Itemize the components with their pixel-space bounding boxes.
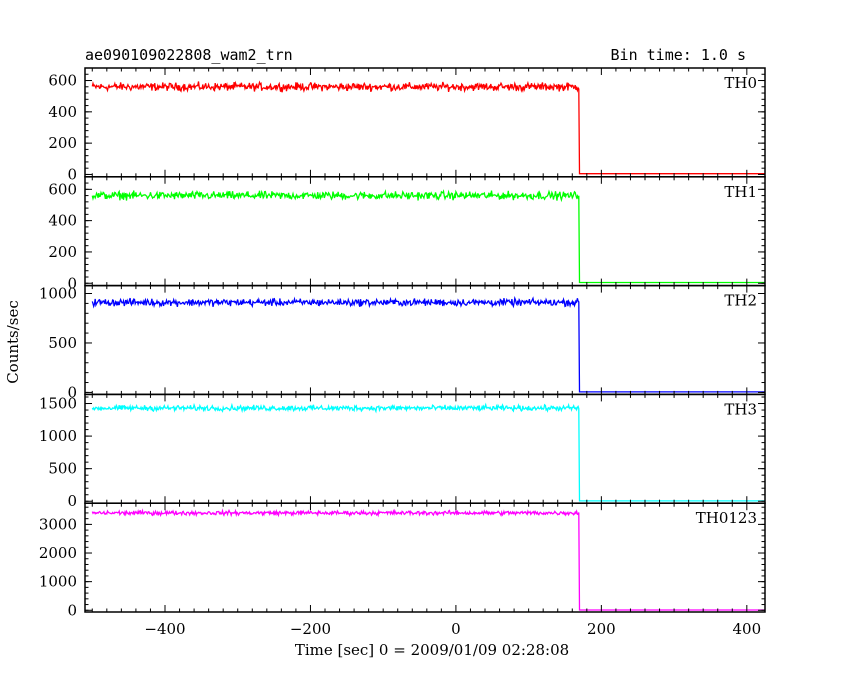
y-tick-label: 200	[48, 134, 77, 152]
panel-th0123: 0 1000 2000 3000 TH0123	[39, 502, 766, 619]
series-line-th1	[91, 189, 765, 284]
x-tick-label: 0	[451, 620, 461, 638]
y-tick-label: 2000	[39, 544, 77, 562]
y-tick-label: 0	[67, 165, 77, 183]
panel-th2: 0 500 1000 TH2	[39, 285, 766, 401]
y-tick-label: 500	[48, 334, 77, 352]
y-tick-label: 1000	[39, 285, 77, 303]
panel-label-th3: TH3	[724, 400, 757, 418]
x-tick-label: −200	[290, 620, 331, 638]
y-tick-label: 3000	[39, 515, 77, 533]
panel-th1: 0 200 400 600 TH1	[48, 176, 766, 292]
panel-th0: 0 200 400 600 TH0	[48, 67, 766, 183]
panel-frame	[84, 502, 766, 613]
chart-title-left: ae090109022808_wam2_trn	[85, 46, 293, 64]
y-tick-label: 1000	[39, 427, 77, 445]
panel-th3: 0 500 1000 1500 TH3	[39, 393, 766, 510]
series-line-th0	[91, 80, 765, 175]
series-line-th3	[91, 402, 765, 502]
y-tick-label: 600	[48, 72, 77, 90]
y-tick-label: 0	[67, 492, 77, 510]
panel-label-th0123: TH0123	[696, 509, 757, 527]
y-tick-label: 0	[67, 274, 77, 292]
chart-title-right: Bin time: 1.0 s	[611, 46, 746, 64]
y-tick-label: 1500	[39, 395, 77, 413]
x-tick-label: 200	[587, 620, 616, 638]
y-axis-label: Counts/sec	[4, 300, 22, 384]
y-tick-label: 600	[48, 180, 77, 198]
y-tick-label: 0	[67, 601, 77, 619]
y-tick-label: 500	[48, 460, 77, 478]
y-tick-label: 1000	[39, 573, 77, 591]
y-tick-label: 400	[48, 212, 77, 230]
x-tick-label: −400	[144, 620, 185, 638]
series-line-th0123	[91, 508, 765, 611]
panel-label-th2: TH2	[724, 292, 757, 310]
y-tick-label: 400	[48, 103, 77, 121]
y-tick-label: 0	[67, 383, 77, 401]
x-tick-label: 400	[732, 620, 761, 638]
panel-label-th1: TH1	[724, 183, 757, 201]
panel-label-th0: TH0	[724, 74, 757, 92]
panel-frame	[84, 393, 766, 504]
x-axis-label: Time [sec] 0 = 2009/01/09 02:28:08	[295, 641, 569, 659]
panels-group: 0 200 400 600 TH0 0 200 400 600 TH1 0 500 1000 TH2 0 50…	[39, 67, 766, 638]
y-tick-label: 200	[48, 243, 77, 261]
series-line-th2	[91, 295, 765, 393]
